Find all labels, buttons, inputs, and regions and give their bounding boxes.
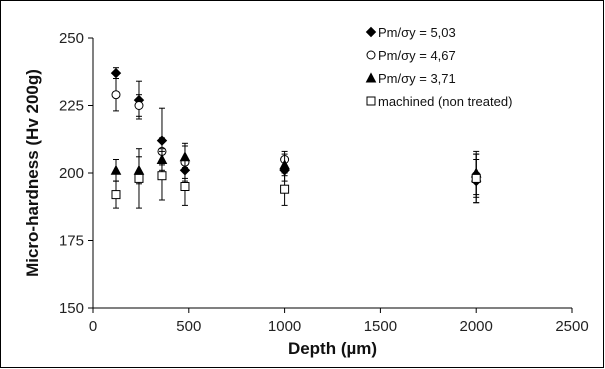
- data-point: [157, 171, 167, 181]
- legend-marker: [365, 72, 377, 83]
- data-point: [134, 173, 144, 183]
- legend-label: Pm/σy = 5,03: [378, 25, 456, 40]
- legend-marker: [366, 50, 376, 60]
- data-point: [280, 184, 290, 194]
- y-tick-label: 250: [59, 30, 84, 47]
- x-tick-label: 1500: [364, 318, 397, 335]
- x-tick-label: 0: [89, 318, 97, 335]
- y-tick-label: 225: [59, 98, 84, 115]
- legend-marker: [366, 96, 376, 106]
- data-point: [180, 182, 190, 191]
- x-tick-label: 1000: [268, 318, 301, 335]
- y-axis-title: Micro-hardness (Hv 200g): [23, 69, 42, 277]
- legend-label: Pm/σy = 4,67: [378, 48, 456, 63]
- legend: Pm/σy = 5,03 Pm/σy = 4,67 Pm/σy = 3,71 mach…: [365, 25, 512, 109]
- data-points: [110, 67, 482, 209]
- x-ticks: 0 500 1000 1500 2000 2500: [89, 308, 589, 335]
- data-point: [111, 190, 121, 200]
- legend-label: machined (non treated): [378, 94, 512, 109]
- data-point: [111, 90, 121, 100]
- x-axis-title: Depth (µm): [288, 339, 377, 358]
- x-tick-label: 2500: [555, 318, 588, 335]
- y-ticks: 150 175 200 225 250: [59, 30, 93, 317]
- x-tick-label: 500: [176, 318, 201, 335]
- series-3: [110, 142, 482, 196]
- legend-marker: [365, 26, 377, 38]
- legend-item: Pm/σy = 4,67: [366, 48, 456, 63]
- y-tick-label: 150: [59, 300, 84, 317]
- data-point: [279, 159, 290, 170]
- y-tick-label: 200: [59, 165, 84, 182]
- legend-item: machined (non treated): [366, 94, 512, 109]
- legend-item: Pm/σy = 5,03: [365, 25, 456, 40]
- data-point: [471, 173, 481, 183]
- legend-label: Pm/σy = 3,71: [378, 71, 456, 86]
- series-1: [110, 67, 482, 204]
- legend-item: Pm/σy = 3,71: [365, 71, 456, 86]
- data-point: [179, 151, 191, 162]
- y-tick-label: 175: [59, 233, 84, 250]
- data-point: [110, 164, 122, 175]
- x-tick-label: 2000: [460, 318, 493, 335]
- data-point: [110, 67, 122, 79]
- data-point: [134, 101, 144, 110]
- series-4: [111, 148, 481, 209]
